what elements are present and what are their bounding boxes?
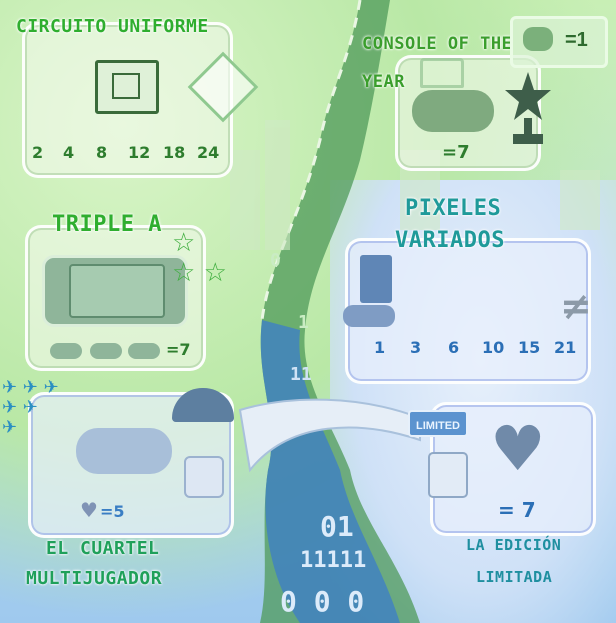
console-title-line1: CONSOLE OF THE bbox=[362, 34, 513, 54]
pixeles-number: 6 bbox=[448, 338, 460, 357]
pixeles-title-line2: VARIADOS bbox=[395, 228, 505, 253]
circuit-number: 2 bbox=[32, 143, 44, 162]
triple-title: TRIPLE A bbox=[52, 212, 162, 237]
laptop-icon bbox=[428, 452, 468, 498]
circuit-title: CIRCUITO UNIFORME bbox=[16, 16, 209, 37]
gamepad-icon bbox=[50, 343, 82, 359]
circuit-number: 24 bbox=[197, 143, 220, 162]
heart-icon: ♥ bbox=[80, 498, 98, 522]
pixeles-number: 1 bbox=[374, 338, 386, 357]
circuit-number: 18 bbox=[163, 143, 186, 162]
handheld-console-icon bbox=[42, 255, 188, 327]
pixeles-number: 21 bbox=[554, 338, 577, 357]
dpad-icon bbox=[184, 456, 224, 498]
circuit-number: 4 bbox=[63, 143, 75, 162]
gamepad-icon bbox=[412, 90, 494, 132]
trophy-icon bbox=[505, 70, 551, 148]
river-digit: 11 bbox=[290, 364, 312, 385]
circuit-number: 8 bbox=[96, 143, 108, 162]
river-digit: 1 bbox=[298, 312, 309, 333]
limited-tag: LIMITED bbox=[408, 410, 468, 437]
airplanes-icon: ✈ ✈ ✈ ✈ ✈ ✈ bbox=[2, 377, 59, 438]
river-digit: 0 bbox=[270, 250, 281, 271]
pixeles-title-line1: PIXELES bbox=[405, 196, 502, 221]
cuartel-title-line2: MULTIJUGADOR bbox=[26, 568, 163, 589]
console-title-line2: YEAR bbox=[362, 72, 405, 92]
broken-heart-icon: ♥ bbox=[490, 412, 546, 485]
console-badge: =1 bbox=[510, 16, 608, 68]
triple-count: =7 bbox=[166, 340, 191, 359]
river-digit: 01 bbox=[320, 510, 354, 543]
limited-tag-label: LIMITED bbox=[416, 420, 460, 432]
edicion-title-line2: LIMITADA bbox=[476, 568, 553, 586]
pixeles-number: 10 bbox=[482, 338, 505, 357]
pixeles-number: 15 bbox=[518, 338, 541, 357]
console-count: =7 bbox=[442, 142, 470, 163]
handheld-screen bbox=[69, 264, 165, 318]
pixeles-number: 3 bbox=[410, 338, 422, 357]
crown-icon bbox=[420, 58, 464, 88]
chip-icon bbox=[95, 60, 159, 114]
gamepad-icon bbox=[76, 428, 172, 474]
chip-core bbox=[112, 73, 140, 99]
edicion-title-line1: LA EDICIÓN bbox=[466, 536, 562, 554]
console-tower-icon bbox=[360, 255, 392, 303]
edicion-count: = 7 bbox=[498, 498, 536, 522]
cuartel-heart-count: =5 bbox=[100, 502, 125, 521]
gamepad-icon bbox=[90, 343, 122, 359]
river-digit: 0 0 0 bbox=[280, 585, 365, 618]
gamepad-icon bbox=[128, 343, 160, 359]
stars-icon: ☆ ☆ ☆ bbox=[172, 228, 227, 288]
river-digit: 11111 bbox=[300, 548, 367, 573]
gamepad-icon bbox=[343, 305, 395, 327]
gamepad-icon bbox=[523, 27, 553, 51]
circuit-number: 12 bbox=[128, 143, 151, 162]
console-badge-count: =1 bbox=[565, 29, 588, 51]
cuartel-title-line1: EL CUARTEL bbox=[46, 538, 160, 559]
not-equal-symbol: ≠ bbox=[560, 284, 592, 328]
